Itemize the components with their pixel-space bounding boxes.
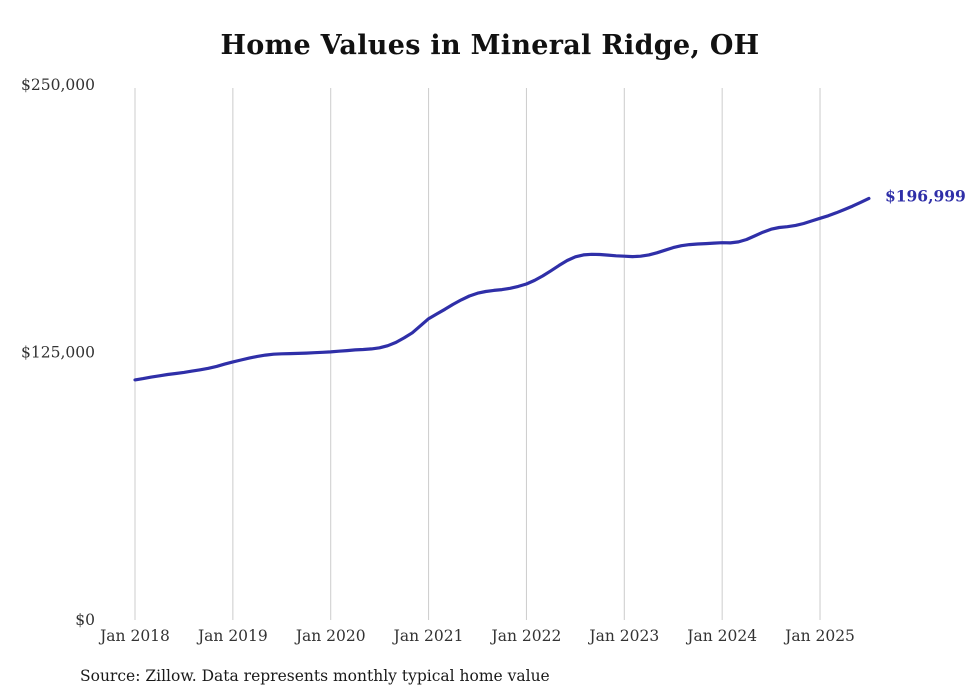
x-tick-label: Jan 2025	[783, 627, 855, 645]
current-value-label: $196,999	[885, 186, 966, 205]
x-tick-label: Jan 2020	[294, 627, 366, 645]
y-tick-label: $250,000	[21, 76, 95, 94]
chart-title: Home Values in Mineral Ridge, OH	[220, 30, 760, 61]
x-tick-label: Jan 2023	[587, 627, 659, 645]
y-tick-label: $125,000	[21, 344, 95, 362]
x-tick-label: Jan 2022	[490, 627, 562, 645]
x-tick-label: Jan 2018	[98, 627, 170, 645]
y-tick-label: $0	[75, 611, 95, 629]
home-value-line	[133, 196, 871, 382]
source-note: Source: Zillow. Data represents monthly …	[80, 667, 550, 685]
x-tick-label: Jan 2019	[196, 627, 268, 645]
x-tick-label: Jan 2021	[392, 627, 464, 645]
x-tick-label: Jan 2024	[685, 627, 757, 645]
